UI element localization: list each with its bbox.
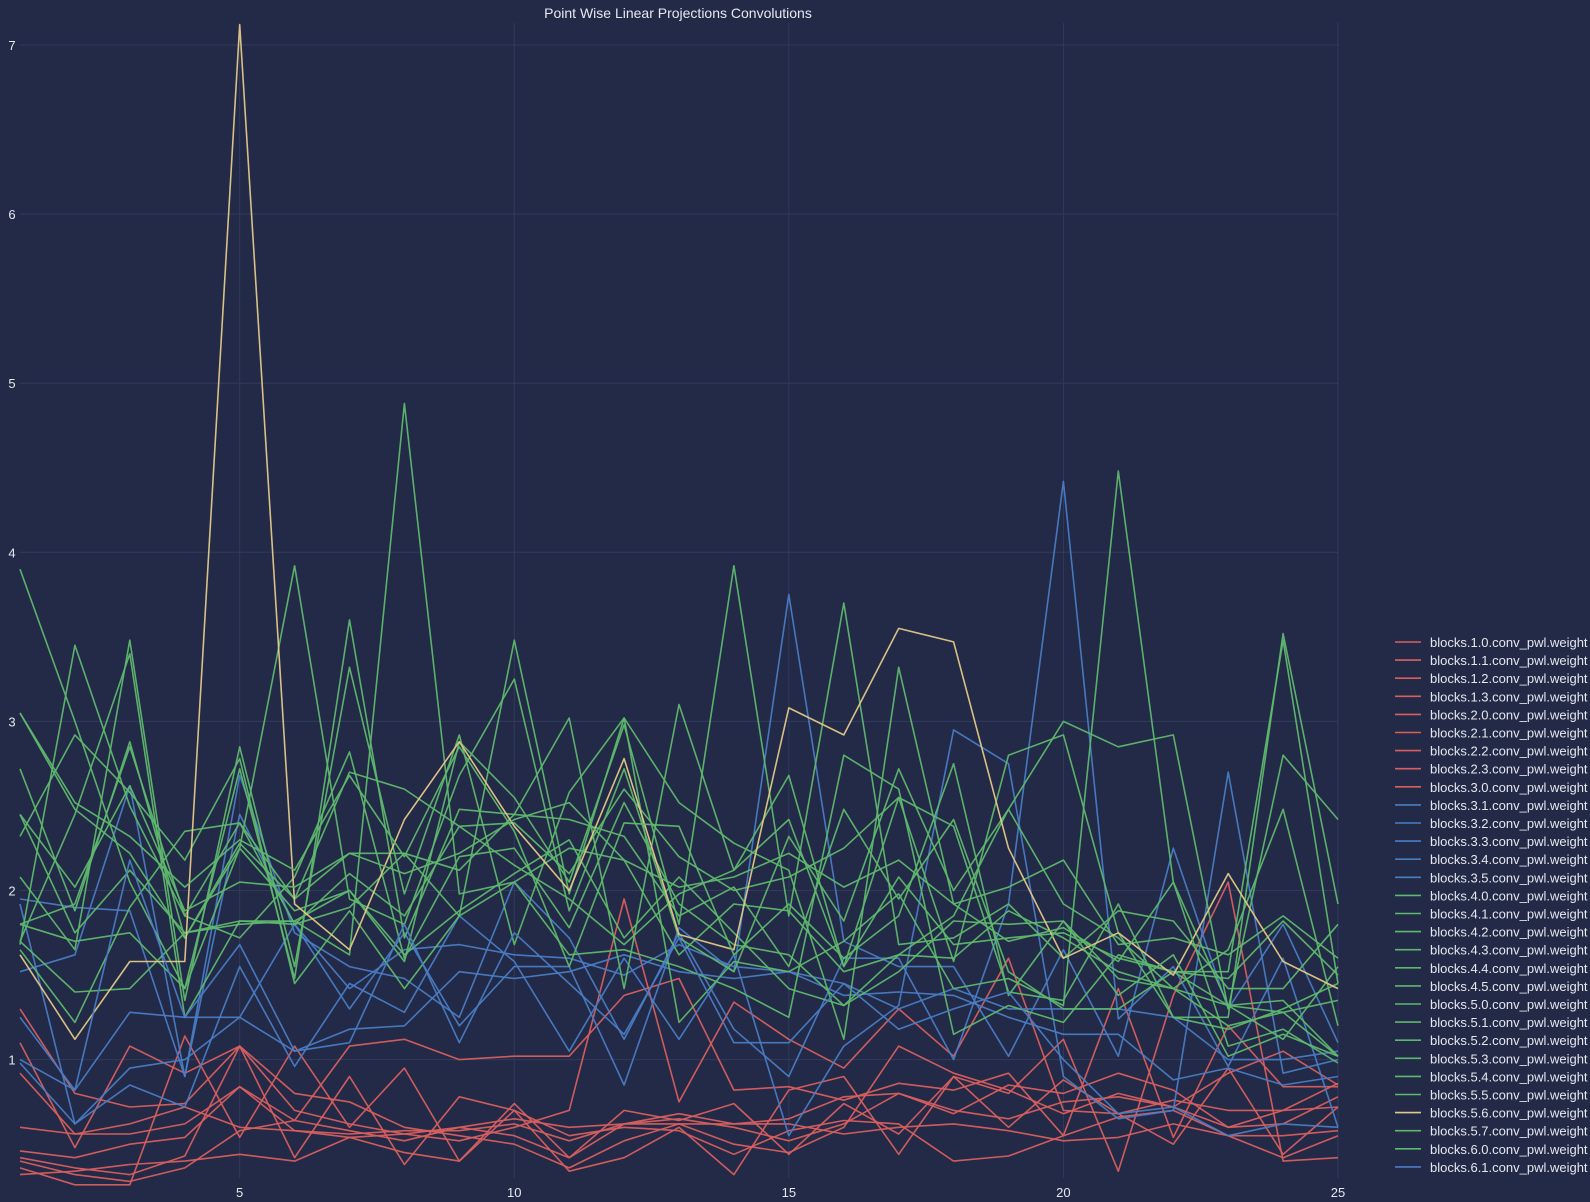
legend-label: blocks.6.1.conv_pwl.weight <box>1430 1160 1588 1175</box>
legend-label: blocks.3.5.conv_pwl.weight <box>1430 870 1588 885</box>
y-tick-label: 5 <box>8 376 15 391</box>
legend-label: blocks.5.5.conv_pwl.weight <box>1430 1088 1588 1103</box>
legend-label: blocks.5.2.conv_pwl.weight <box>1430 1033 1588 1048</box>
series-line-blocks-1-1-conv_pwl-weight <box>19 1109 1339 1176</box>
legend-label: blocks.2.2.conv_pwl.weight <box>1430 744 1588 759</box>
series-line-blocks-1-2-conv_pwl-weight <box>19 1072 1339 1139</box>
chart-title: Point Wise Linear Projections Convolutio… <box>544 5 812 21</box>
legend-item: blocks.3.5.conv_pwl.weight <box>1395 870 1588 885</box>
legend-label: blocks.1.2.conv_pwl.weight <box>1430 671 1588 686</box>
legend-item: blocks.3.1.conv_pwl.weight <box>1395 798 1588 813</box>
legend: blocks.1.0.conv_pwl.weight blocks.1.1.con… <box>1395 635 1588 1175</box>
legend-label: blocks.1.0.conv_pwl.weight <box>1430 635 1588 650</box>
legend-item: blocks.5.1.conv_pwl.weight <box>1395 1015 1588 1030</box>
legend-item: blocks.5.3.conv_pwl.weight <box>1395 1051 1588 1066</box>
legend-label: blocks.4.2.conv_pwl.weight <box>1430 925 1588 940</box>
series-line-blocks-3-2-conv_pwl-weight <box>19 953 1339 1091</box>
y-tick-label: 1 <box>8 1053 15 1068</box>
legend-item: blocks.5.5.conv_pwl.weight <box>1395 1088 1588 1103</box>
legend-item: blocks.2.1.conv_pwl.weight <box>1395 726 1588 741</box>
legend-label: blocks.1.1.conv_pwl.weight <box>1430 653 1588 668</box>
legend-item: blocks.4.5.conv_pwl.weight <box>1395 979 1588 994</box>
series-line-blocks-2-1-conv_pwl-weight <box>19 1072 1339 1142</box>
grid-layer <box>20 23 1339 1178</box>
series-line-blocks-4-3-conv_pwl-weight <box>19 838 1339 1041</box>
legend-item: blocks.5.2.conv_pwl.weight <box>1395 1033 1588 1048</box>
legend-item: blocks.5.7.conv_pwl.weight <box>1395 1124 1588 1139</box>
series-line-blocks-4-5-conv_pwl-weight <box>19 644 1339 1026</box>
legend-label: blocks.1.3.conv_pwl.weight <box>1430 689 1588 704</box>
y-tick-label: 3 <box>8 714 15 729</box>
series-line-blocks-5-6-conv_pwl-weight <box>19 23 1339 1041</box>
legend-label: blocks.5.6.conv_pwl.weight <box>1430 1106 1588 1121</box>
x-tick-label: 5 <box>236 1185 243 1200</box>
legend-item: blocks.4.2.conv_pwl.weight <box>1395 925 1588 940</box>
legend-label: blocks.5.1.conv_pwl.weight <box>1430 1015 1588 1030</box>
legend-item: blocks.4.3.conv_pwl.weight <box>1395 943 1588 958</box>
legend-label: blocks.4.1.conv_pwl.weight <box>1430 907 1588 922</box>
legend-label: blocks.2.1.conv_pwl.weight <box>1430 726 1588 741</box>
legend-item: blocks.1.1.conv_pwl.weight <box>1395 653 1588 668</box>
legend-item: blocks.3.0.conv_pwl.weight <box>1395 780 1588 795</box>
legend-label: blocks.5.4.conv_pwl.weight <box>1430 1069 1588 1084</box>
y-tick-label: 7 <box>8 38 15 53</box>
series-line-blocks-5-4-conv_pwl-weight <box>19 402 1339 1036</box>
legend-label: blocks.3.3.conv_pwl.weight <box>1430 834 1588 849</box>
legend-label: blocks.6.0.conv_pwl.weight <box>1430 1142 1588 1157</box>
legend-item: blocks.6.0.conv_pwl.weight <box>1395 1142 1588 1157</box>
legend-item: blocks.4.4.conv_pwl.weight <box>1395 961 1588 976</box>
legend-label: blocks.5.0.conv_pwl.weight <box>1430 997 1588 1012</box>
series-line-blocks-4-2-conv_pwl-weight <box>19 712 1339 1057</box>
legend-item: blocks.4.1.conv_pwl.weight <box>1395 907 1588 922</box>
legend-item: blocks.2.3.conv_pwl.weight <box>1395 762 1588 777</box>
series-line-blocks-6-1-conv_pwl-weight <box>19 859 1339 1137</box>
series-line-blocks-6-0-conv_pwl-weight <box>19 784 1339 1064</box>
series-line-blocks-5-3-conv_pwl-weight <box>19 470 1339 1057</box>
legend-item: blocks.6.1.conv_pwl.weight <box>1395 1160 1588 1175</box>
legend-label: blocks.2.0.conv_pwl.weight <box>1430 707 1588 722</box>
legend-label: blocks.3.2.conv_pwl.weight <box>1430 816 1588 831</box>
tick-layer: 5 10 15 20 25 1 2 3 4 5 6 7 <box>8 38 1345 1200</box>
x-tick-label: 15 <box>782 1185 796 1200</box>
legend-item: blocks.1.0.conv_pwl.weight <box>1395 635 1588 650</box>
legend-item: blocks.1.3.conv_pwl.weight <box>1395 689 1588 704</box>
y-tick-label: 2 <box>8 884 15 899</box>
legend-label: blocks.5.3.conv_pwl.weight <box>1430 1051 1588 1066</box>
y-tick-label: 4 <box>8 545 15 560</box>
legend-item: blocks.2.2.conv_pwl.weight <box>1395 744 1588 759</box>
legend-label: blocks.3.4.conv_pwl.weight <box>1430 852 1588 867</box>
series-line-blocks-3-0-conv_pwl-weight <box>19 881 1339 1186</box>
y-tick-label: 6 <box>8 207 15 222</box>
series-line-blocks-5-0-conv_pwl-weight <box>19 639 1339 1041</box>
legend-item: blocks.4.0.conv_pwl.weight <box>1395 888 1588 903</box>
legend-label: blocks.4.5.conv_pwl.weight <box>1430 979 1588 994</box>
series-layer <box>19 23 1339 1186</box>
series-line-blocks-3-5-conv_pwl-weight <box>19 729 1339 1137</box>
series-line-blocks-5-1-conv_pwl-weight <box>19 808 1339 1024</box>
legend-item: blocks.5.4.conv_pwl.weight <box>1395 1069 1588 1084</box>
legend-item: blocks.3.2.conv_pwl.weight <box>1395 816 1588 831</box>
x-tick-label: 10 <box>507 1185 521 1200</box>
legend-item: blocks.5.6.conv_pwl.weight <box>1395 1106 1588 1121</box>
x-tick-label: 20 <box>1056 1185 1070 1200</box>
legend-item: blocks.2.0.conv_pwl.weight <box>1395 707 1588 722</box>
x-tick-label: 25 <box>1331 1185 1345 1200</box>
legend-label: blocks.2.3.conv_pwl.weight <box>1430 762 1588 777</box>
legend-item: blocks.3.3.conv_pwl.weight <box>1395 834 1588 849</box>
legend-item: blocks.5.0.conv_pwl.weight <box>1395 997 1588 1012</box>
legend-item: blocks.1.2.conv_pwl.weight <box>1395 671 1588 686</box>
series-line-blocks-5-7-conv_pwl-weight <box>19 712 1339 1057</box>
legend-label: blocks.5.7.conv_pwl.weight <box>1430 1124 1588 1139</box>
legend-label: blocks.4.3.conv_pwl.weight <box>1430 943 1588 958</box>
series-line-blocks-2-3-conv_pwl-weight <box>19 977 1338 1183</box>
legend-label: blocks.3.0.conv_pwl.weight <box>1430 780 1588 795</box>
legend-label: blocks.4.4.conv_pwl.weight <box>1430 961 1588 976</box>
legend-item: blocks.3.4.conv_pwl.weight <box>1395 852 1588 867</box>
legend-label: blocks.3.1.conv_pwl.weight <box>1430 798 1588 813</box>
series-line-blocks-3-3-conv_pwl-weight <box>19 593 1339 1086</box>
legend-label: blocks.4.0.conv_pwl.weight <box>1430 888 1588 903</box>
